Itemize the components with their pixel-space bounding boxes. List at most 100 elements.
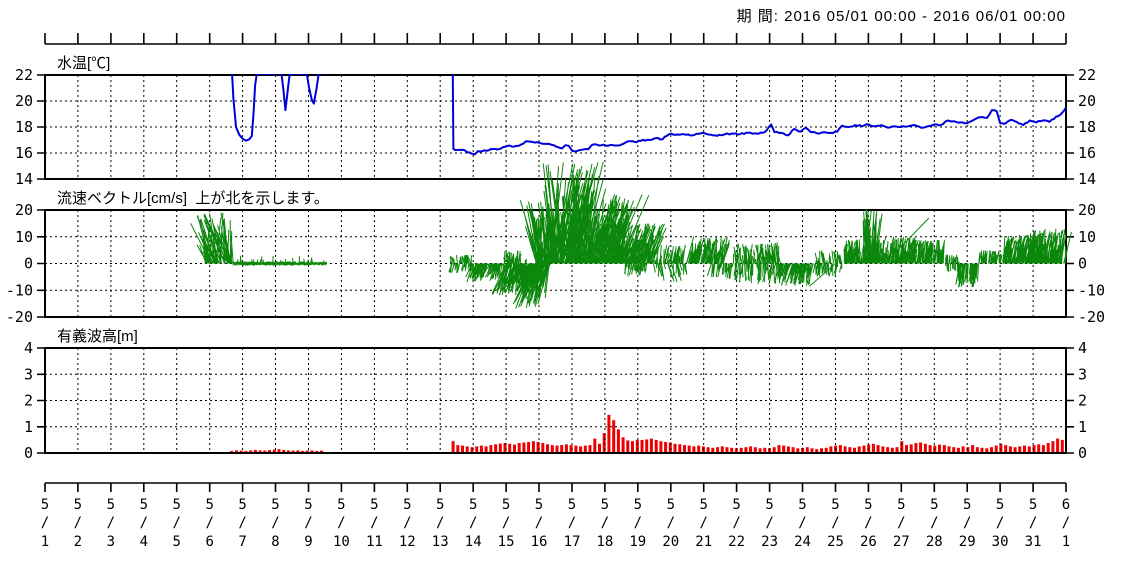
- current-vector-sticks: [190, 161, 1072, 309]
- wave-height-y-labels: 4 4 3 3 2 2 1 1 0 0: [24, 339, 1087, 462]
- x-tick-day: 1: [41, 534, 49, 550]
- wave-bar: [579, 446, 583, 453]
- wave-bar: [607, 414, 611, 453]
- wave-bar: [796, 448, 800, 453]
- wave-bar: [980, 447, 984, 454]
- x-tick-slash: /: [41, 515, 49, 531]
- wave-bar: [768, 448, 771, 453]
- wave-bar: [475, 446, 479, 453]
- wave-bar: [871, 443, 875, 453]
- y-tick-label-left: 4: [24, 339, 33, 357]
- x-tick-slash: /: [996, 515, 1004, 531]
- x-tick-month: 5: [897, 497, 905, 513]
- wave-bar: [598, 443, 601, 453]
- wave-bar: [645, 439, 649, 453]
- wave-bar: [890, 447, 894, 454]
- x-axis-labels: 5/15/25/35/45/55/65/75/85/95/105/115/125…: [41, 497, 1070, 550]
- wave-bar: [282, 449, 286, 453]
- x-tick-slash: /: [930, 515, 938, 531]
- x-tick-day: 12: [399, 534, 416, 550]
- x-tick-slash: /: [107, 515, 115, 531]
- x-tick-day: 14: [465, 534, 482, 550]
- wave-bar: [810, 448, 814, 453]
- bottom-ruler: [44, 482, 1067, 492]
- x-tick-month: 5: [238, 497, 246, 513]
- wave-height-panel: 4 4 3 3 2 2 1 1 0 0: [24, 339, 1087, 462]
- wave-bar: [1037, 444, 1041, 453]
- y-tick-label-right: 18: [1078, 118, 1096, 136]
- wave-bar: [640, 439, 644, 453]
- wave-bar: [522, 442, 526, 453]
- x-tick-month: 5: [535, 497, 543, 513]
- wave-bar: [621, 437, 625, 454]
- wave-bar: [749, 446, 753, 453]
- x-tick-month: 5: [996, 497, 1004, 513]
- wave-bar: [938, 444, 941, 453]
- x-tick-slash: /: [634, 515, 642, 531]
- y-tick-label-left: 22: [15, 66, 33, 84]
- wave-bar: [286, 450, 290, 453]
- wave-bar: [947, 446, 951, 453]
- wave-bar: [820, 448, 823, 453]
- wave-bar: [853, 447, 856, 454]
- wave-bar: [626, 440, 630, 453]
- x-tick-day: 9: [304, 534, 312, 550]
- current-vector-panel: 20 20 10 10 0 0 -10 -10 -20 -20: [6, 161, 1105, 326]
- wave-bar: [612, 420, 616, 453]
- wave-bar: [263, 450, 267, 453]
- wave-bar: [919, 442, 923, 453]
- wave-bar: [744, 447, 748, 453]
- x-tick-day: 26: [860, 534, 877, 550]
- wave-bar: [484, 446, 488, 453]
- wave-bar: [895, 447, 899, 453]
- x-tick-month: 5: [41, 497, 49, 513]
- wave-bar: [971, 445, 975, 453]
- x-tick-day: 24: [794, 534, 811, 550]
- water-temp-line: [231, 74, 325, 142]
- y-tick-label-left: 20: [15, 92, 33, 110]
- wave-bar: [914, 443, 918, 453]
- period-label: 期 間: 2016 05/01 00:00 - 2016 06/01 00:00: [736, 8, 1066, 25]
- x-tick-slash: /: [74, 515, 82, 531]
- wave-bar: [753, 447, 757, 453]
- x-tick-day: 18: [596, 534, 613, 550]
- x-tick-month: 5: [699, 497, 707, 513]
- x-tick-month: 5: [765, 497, 773, 513]
- wave-bar: [1060, 439, 1064, 453]
- wave-bar: [956, 447, 960, 454]
- x-tick-day: 20: [662, 534, 679, 550]
- water-temp-title: 水温[℃]: [57, 55, 111, 72]
- top-ruler: [44, 33, 1067, 45]
- wave-bar: [517, 443, 521, 453]
- wave-bar: [1027, 446, 1031, 453]
- wave-bar: [1008, 446, 1012, 453]
- y-tick-label-right: -10: [1078, 281, 1105, 299]
- x-tick-slash: /: [601, 515, 609, 531]
- wave-bar: [315, 450, 319, 453]
- y-tick-label-right: 22: [1078, 66, 1096, 84]
- wave-bar: [805, 447, 809, 453]
- wave-bar: [730, 447, 734, 454]
- wave-bar: [310, 450, 314, 453]
- wave-bar: [711, 447, 715, 454]
- wave-height-grid: [45, 348, 1066, 453]
- wave-bar: [739, 447, 743, 454]
- x-tick-day: 15: [498, 534, 515, 550]
- wave-bar: [258, 450, 262, 453]
- x-tick-month: 6: [1062, 497, 1070, 513]
- wave-bar: [706, 447, 710, 453]
- x-tick-month: 5: [864, 497, 872, 513]
- wave-bar: [593, 438, 597, 453]
- x-tick-day: 27: [893, 534, 910, 550]
- wave-bar: [659, 441, 663, 453]
- y-tick-label-left: 10: [15, 228, 33, 246]
- x-tick-month: 5: [963, 497, 971, 513]
- x-tick-month: 5: [732, 497, 740, 513]
- wave-bar: [546, 444, 549, 453]
- wave-bar: [550, 445, 554, 453]
- wave-bar: [301, 450, 305, 453]
- x-tick-day: 5: [172, 534, 180, 550]
- y-tick-label-left: 0: [24, 444, 33, 462]
- x-tick-month: 5: [634, 497, 642, 513]
